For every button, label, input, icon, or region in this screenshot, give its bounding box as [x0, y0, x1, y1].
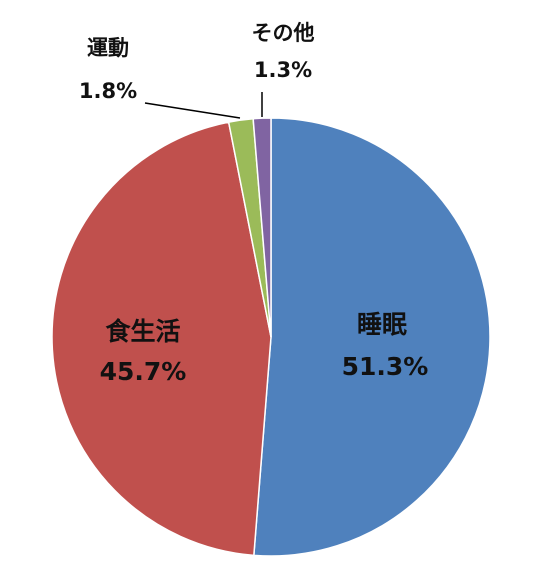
slice-label-食生活: 食生活: [105, 317, 180, 346]
slice-label-睡眠: 睡眠: [357, 310, 407, 339]
slice-value-食生活: 45.7%: [100, 357, 187, 386]
pie-slice-食生活: [51, 121, 272, 557]
pie-slices: [51, 117, 491, 557]
slice-label-運動: 運動: [87, 36, 129, 60]
slice-value-運動: 1.8%: [79, 79, 137, 103]
pie-slice-その他: [252, 117, 272, 338]
pie-slice-睡眠: [253, 117, 491, 557]
slice-value-その他: 1.3%: [254, 58, 312, 82]
leader-line-運動: [144, 102, 241, 119]
slice-value-睡眠: 51.3%: [342, 352, 429, 381]
slice-label-その他: その他: [252, 21, 315, 45]
